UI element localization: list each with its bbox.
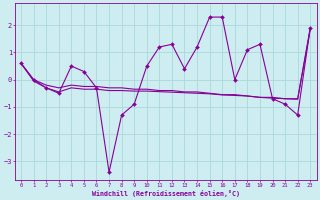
X-axis label: Windchill (Refroidissement éolien,°C): Windchill (Refroidissement éolien,°C) bbox=[92, 190, 240, 197]
